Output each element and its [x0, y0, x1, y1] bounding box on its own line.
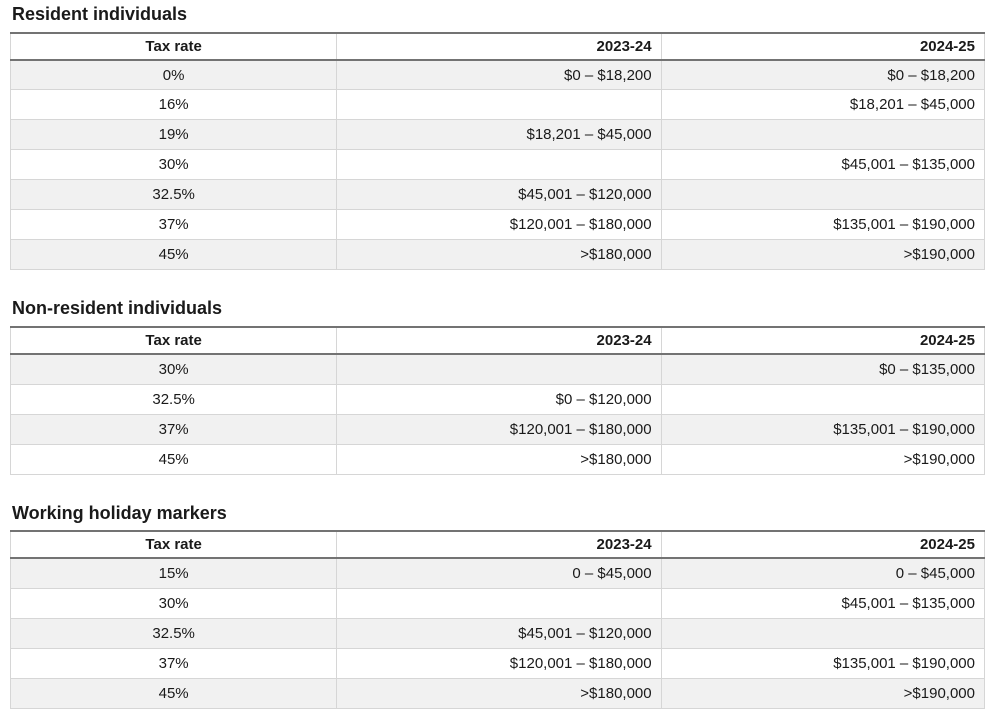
range-2023-24-cell: >$180,000	[336, 443, 662, 475]
range-2023-24-cell: >$180,000	[336, 239, 662, 271]
table-row: 45% >$180,000 >$190,000	[9, 443, 986, 475]
table-row: 45% >$180,000 >$190,000	[9, 239, 986, 271]
range-2024-25-cell: $0 – $135,000	[660, 353, 986, 385]
column-header-tax-rate: Tax rate	[9, 530, 338, 560]
column-header-tax-rate: Tax rate	[9, 31, 338, 61]
range-2024-25-cell: 0 – $45,000	[660, 557, 986, 589]
resident-individuals-section: Resident individuals Tax rate 2023-24 20…	[9, 4, 986, 271]
table-row: 37% $120,001 – $180,000 $135,001 – $190,…	[9, 647, 986, 679]
range-2023-24-cell	[336, 587, 662, 619]
tax-rate-cell: 45%	[9, 677, 338, 709]
range-2024-25-cell: $135,001 – $190,000	[660, 413, 986, 445]
range-2024-25-cell: $135,001 – $190,000	[660, 647, 986, 679]
column-header-2024-25: 2024-25	[660, 326, 986, 356]
table-row: 15% 0 – $45,000 0 – $45,000	[9, 557, 986, 589]
tax-rate-cell: 37%	[9, 647, 338, 679]
range-2024-25-cell: >$190,000	[660, 239, 986, 271]
range-2023-24-cell: $0 – $120,000	[336, 383, 662, 415]
range-2023-24-cell: $120,001 – $180,000	[336, 209, 662, 241]
column-header-2023-24: 2023-24	[336, 530, 662, 560]
tax-rate-cell: 30%	[9, 587, 338, 619]
range-2023-24-cell: $45,001 – $120,000	[336, 179, 662, 211]
tax-rate-cell: 30%	[9, 353, 338, 385]
tax-rate-cell: 45%	[9, 443, 338, 475]
table-row: 37% $120,001 – $180,000 $135,001 – $190,…	[9, 209, 986, 241]
table-row: 32.5% $45,001 – $120,000	[9, 617, 986, 649]
header-row: Tax rate 2023-24 2024-25	[9, 31, 986, 61]
tax-rate-cell: 0%	[9, 59, 338, 91]
table-row: 16% $18,201 – $45,000	[9, 89, 986, 121]
table-row: 30% $45,001 – $135,000	[9, 587, 986, 619]
header-row: Tax rate 2023-24 2024-25	[9, 530, 986, 560]
range-2023-24-cell: $120,001 – $180,000	[336, 413, 662, 445]
tax-rate-cell: 45%	[9, 239, 338, 271]
table-row: 37% $120,001 – $180,000 $135,001 – $190,…	[9, 413, 986, 445]
range-2024-25-cell	[660, 617, 986, 649]
tax-rate-cell: 19%	[9, 119, 338, 151]
table-row: 45% >$180,000 >$190,000	[9, 677, 986, 709]
working-holiday-markers-table: Tax rate 2023-24 2024-25 15% 0 – $45,000…	[9, 530, 986, 709]
range-2024-25-cell: $45,001 – $135,000	[660, 587, 986, 619]
range-2023-24-cell: 0 – $45,000	[336, 557, 662, 589]
range-2024-25-cell	[660, 119, 986, 151]
tax-rate-cell: 37%	[9, 413, 338, 445]
column-header-2024-25: 2024-25	[660, 31, 986, 61]
table-title-working-holiday-markers: Working holiday markers	[12, 502, 227, 523]
range-2024-25-cell: $135,001 – $190,000	[660, 209, 986, 241]
table-title-non-resident-individuals: Non-resident individuals	[12, 298, 223, 319]
range-2023-24-cell	[336, 149, 662, 181]
table-title-resident-individuals: Resident individuals	[12, 4, 188, 24]
range-2024-25-cell	[660, 383, 986, 415]
column-header-tax-rate: Tax rate	[9, 326, 338, 356]
tax-rate-cell: 30%	[9, 149, 338, 181]
non-resident-individuals-table: Tax rate 2023-24 2024-25 30% $0 – $135,0…	[9, 326, 986, 475]
range-2023-24-cell: >$180,000	[336, 677, 662, 709]
table-row: 30% $0 – $135,000	[9, 353, 986, 385]
tax-rate-cell: 16%	[9, 89, 338, 121]
table-row: 32.5% $0 – $120,000	[9, 383, 986, 415]
column-header-2024-25: 2024-25	[660, 530, 986, 560]
range-2023-24-cell	[336, 353, 662, 385]
tax-rate-cell: 37%	[9, 209, 338, 241]
range-2023-24-cell: $18,201 – $45,000	[336, 119, 662, 151]
range-2024-25-cell	[660, 179, 986, 211]
table-row: 32.5% $45,001 – $120,000	[9, 179, 986, 211]
range-2024-25-cell: $0 – $18,200	[660, 59, 986, 91]
range-2024-25-cell: >$190,000	[660, 677, 986, 709]
column-header-2023-24: 2023-24	[336, 326, 662, 356]
header-row: Tax rate 2023-24 2024-25	[9, 326, 986, 356]
working-holiday-markers-section: Working holiday markers Tax rate 2023-24…	[9, 502, 986, 709]
range-2023-24-cell: $0 – $18,200	[336, 59, 662, 91]
tax-rate-cell: 15%	[9, 557, 338, 589]
tax-rate-cell: 32.5%	[9, 383, 338, 415]
range-2024-25-cell: $45,001 – $135,000	[660, 149, 986, 181]
range-2023-24-cell: $120,001 – $180,000	[336, 647, 662, 679]
range-2023-24-cell: $45,001 – $120,000	[336, 617, 662, 649]
range-2024-25-cell: $18,201 – $45,000	[660, 89, 986, 121]
tax-rate-cell: 32.5%	[9, 179, 338, 211]
table-row: 19% $18,201 – $45,000	[9, 119, 986, 151]
table-row: 0% $0 – $18,200 $0 – $18,200	[9, 59, 986, 91]
range-2024-25-cell: >$190,000	[660, 443, 986, 475]
range-2023-24-cell	[336, 89, 662, 121]
tax-rate-cell: 32.5%	[9, 617, 338, 649]
non-resident-individuals-section: Non-resident individuals Tax rate 2023-2…	[9, 298, 986, 475]
column-header-2023-24: 2023-24	[336, 31, 662, 61]
table-row: 30% $45,001 – $135,000	[9, 149, 986, 181]
resident-individuals-table: Tax rate 2023-24 2024-25 0% $0 – $18,200…	[9, 31, 986, 271]
